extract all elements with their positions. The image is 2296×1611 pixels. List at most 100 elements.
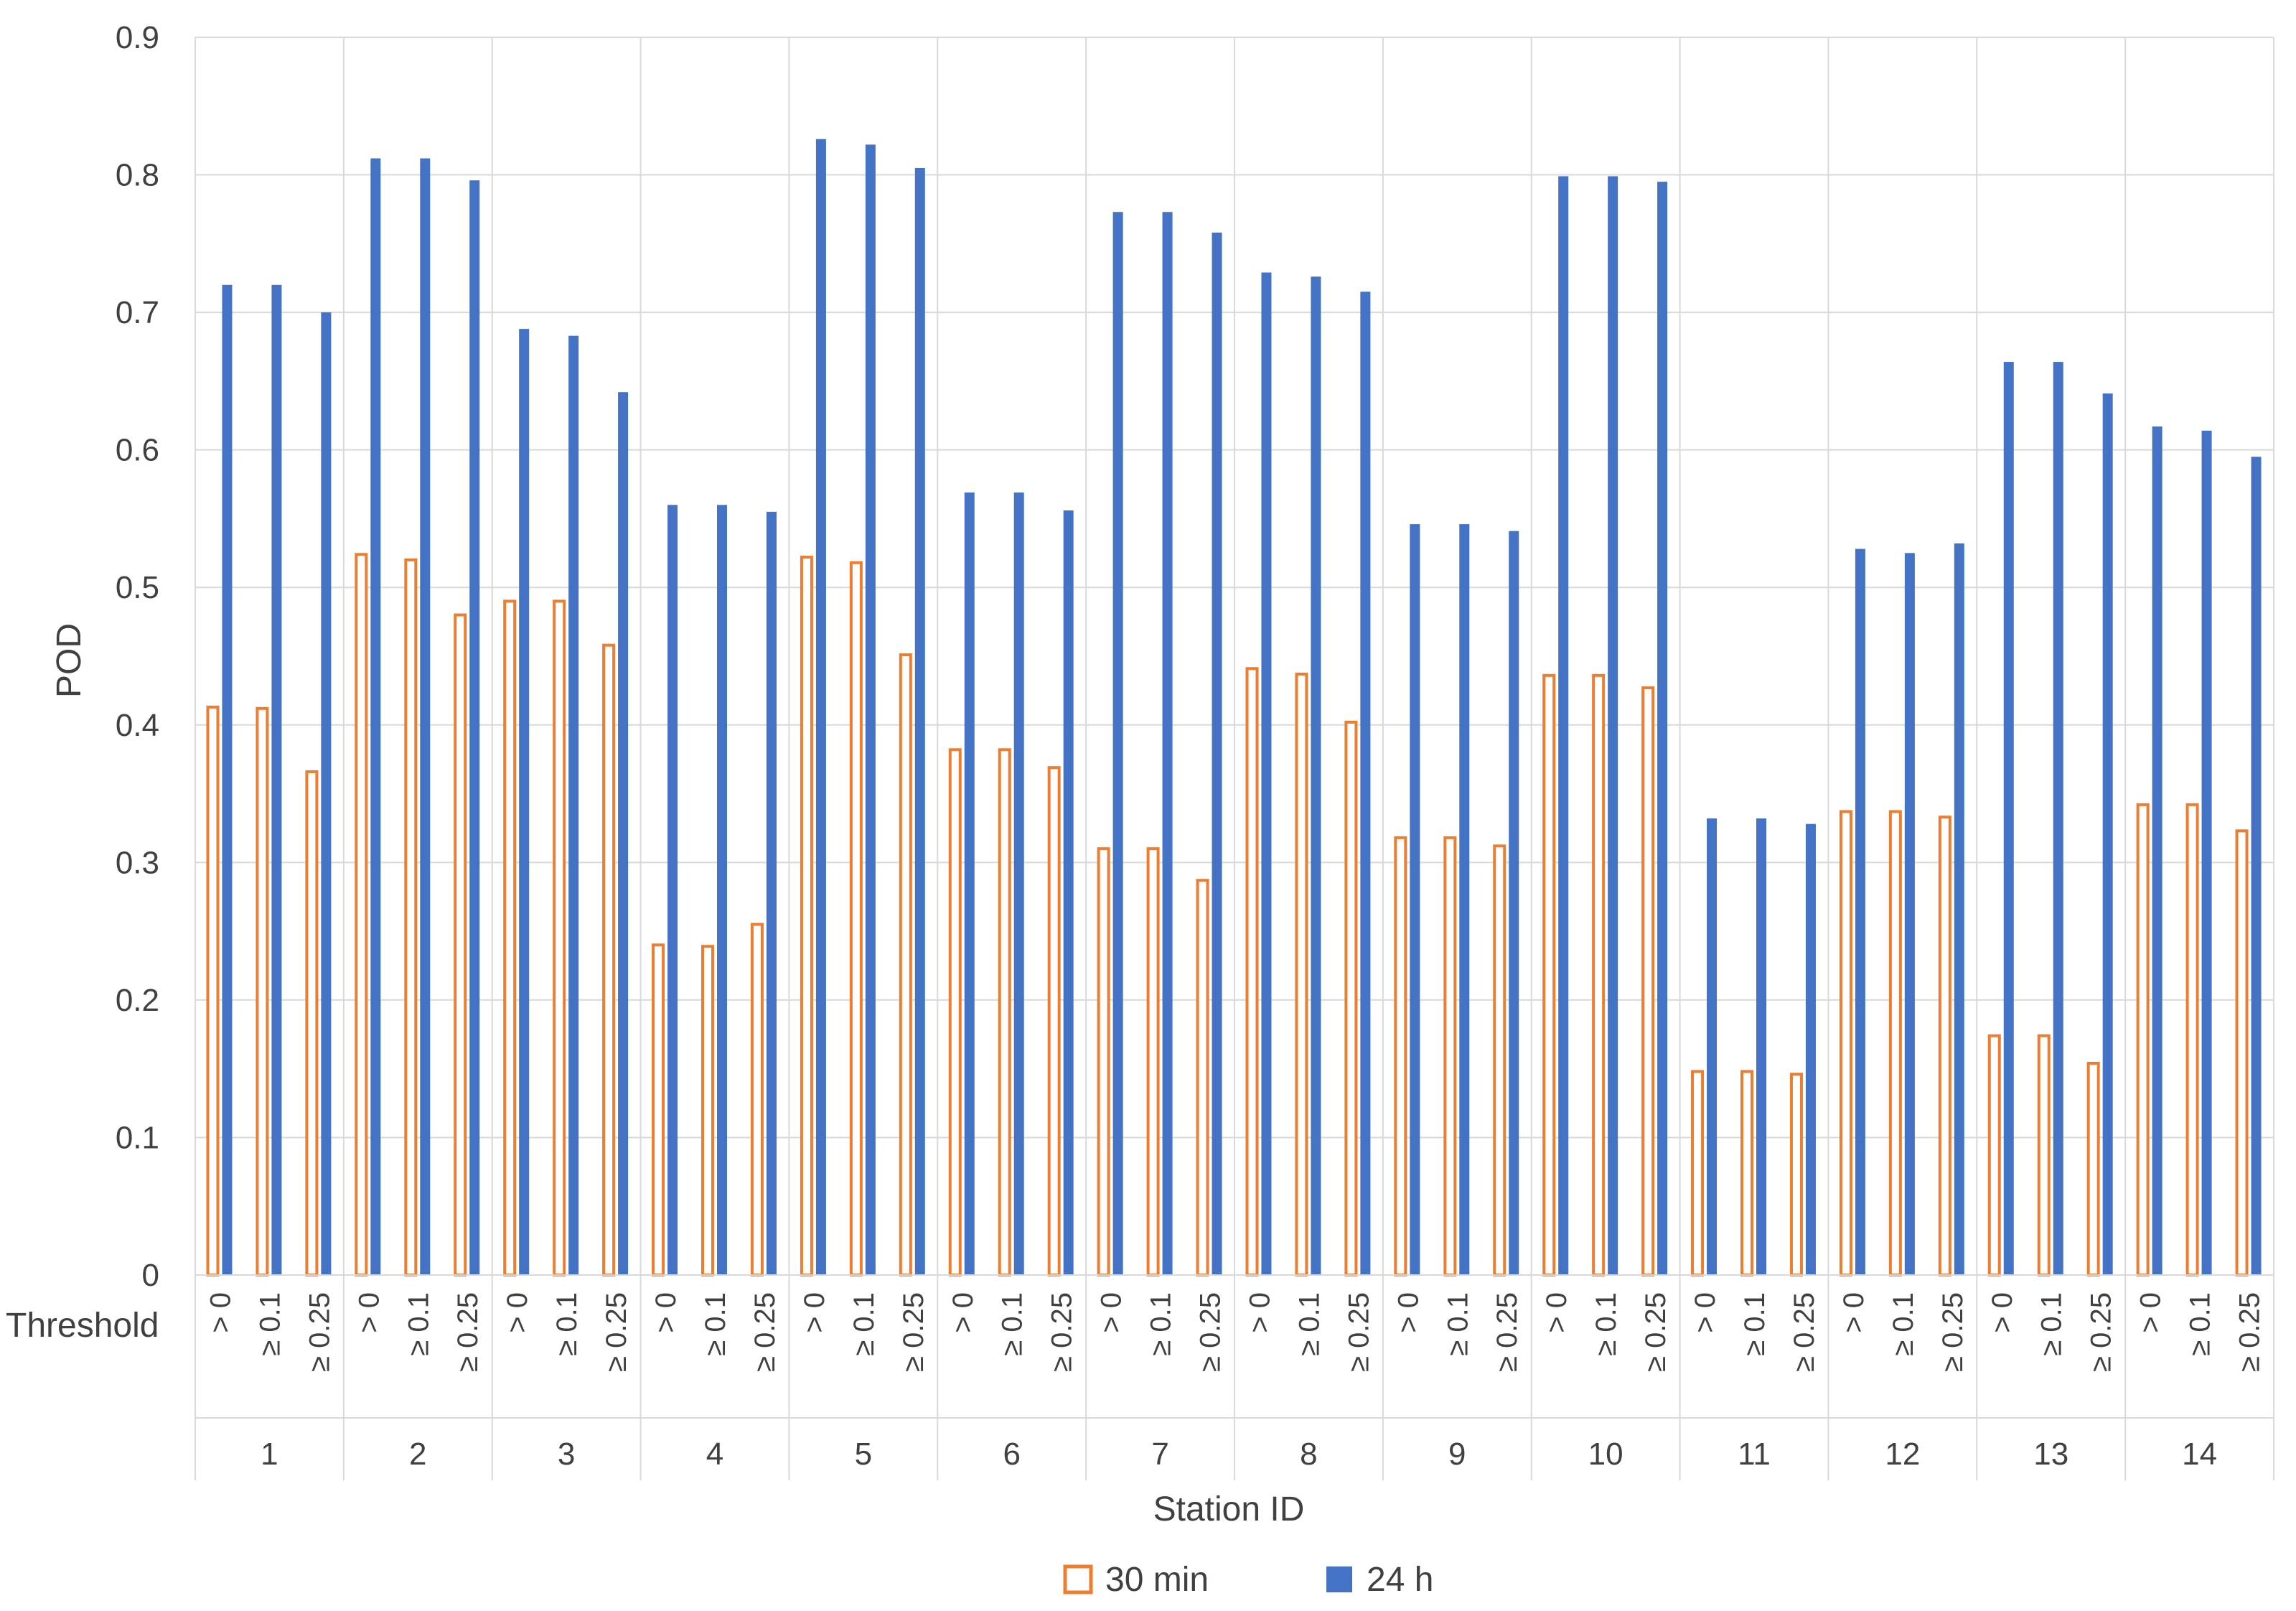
x-axis-title: Station ID bbox=[1153, 1490, 1305, 1528]
bar-24-h bbox=[1013, 492, 1024, 1276]
y-tick-label: 0 bbox=[142, 1258, 159, 1293]
bar-30-min bbox=[750, 923, 764, 1276]
threshold-label: > 0 bbox=[1690, 1292, 1721, 1333]
threshold-label: ≥ 0.25 bbox=[1343, 1292, 1374, 1372]
bar-24-h bbox=[1707, 818, 1718, 1275]
bar-30-min bbox=[1443, 836, 1457, 1277]
y-tick-label: 0.1 bbox=[116, 1120, 159, 1155]
bar-24-h bbox=[914, 167, 925, 1275]
threshold-label: > 0 bbox=[1244, 1292, 1275, 1333]
bar-24-h bbox=[1212, 233, 1222, 1275]
tick-labels: 0 0.1 0.2 0.3 0.4 0.5 0.6 0.7 0.8 0.9 > 0 ≥ 0.1 ≥ 0.… bbox=[116, 20, 2266, 1472]
station-label: 8 bbox=[1300, 1437, 1317, 1472]
y-tick-label: 0.6 bbox=[116, 433, 159, 468]
bar-24-h bbox=[2102, 393, 2113, 1275]
bar-24-h bbox=[519, 329, 530, 1275]
station-label: 9 bbox=[1448, 1437, 1466, 1472]
bar-24-h bbox=[1261, 272, 1272, 1275]
bar-24-h bbox=[1360, 291, 1371, 1275]
bar-30-min bbox=[1789, 1073, 1803, 1276]
bar-24-h bbox=[420, 158, 431, 1276]
threshold-label: > 0 bbox=[205, 1292, 236, 1333]
threshold-label: ≥ 0.1 bbox=[1739, 1292, 1771, 1356]
bar-30-min bbox=[1245, 667, 1259, 1276]
bar-30-min bbox=[355, 553, 368, 1276]
bar-24-h bbox=[1805, 823, 1816, 1275]
bar-30-min bbox=[1691, 1070, 1705, 1277]
bar-24-h bbox=[1657, 182, 1668, 1276]
threshold-label: ≥ 0.25 bbox=[1046, 1292, 1078, 1372]
row-header-threshold: Threshold bbox=[6, 1307, 159, 1345]
bar-24-h bbox=[2251, 457, 2262, 1276]
threshold-label: ≥ 0.25 bbox=[1195, 1292, 1227, 1372]
bar-30-min bbox=[553, 599, 566, 1276]
legend: 30 min 24 h bbox=[1063, 1561, 1433, 1599]
threshold-label: ≥ 0.25 bbox=[1789, 1292, 1820, 1372]
threshold-label: ≥ 0.1 bbox=[1145, 1292, 1177, 1356]
threshold-label: > 0 bbox=[1838, 1292, 1870, 1333]
bar-24-h bbox=[1311, 276, 1321, 1276]
station-label: 4 bbox=[706, 1437, 723, 1472]
bar-30-min bbox=[256, 706, 269, 1276]
bar-30-min bbox=[701, 945, 714, 1277]
bar-30-min bbox=[1146, 847, 1160, 1276]
station-label: 6 bbox=[1003, 1437, 1020, 1472]
threshold-label: ≥ 0.1 bbox=[1442, 1292, 1473, 1356]
station-label: 3 bbox=[558, 1437, 575, 1472]
bar-30-min bbox=[454, 613, 467, 1276]
threshold-label: ≥ 0.1 bbox=[848, 1292, 880, 1356]
bar-24-h bbox=[2152, 426, 2163, 1275]
bar-24-h bbox=[321, 312, 332, 1276]
bars bbox=[206, 139, 2262, 1277]
threshold-label: ≥ 0.1 bbox=[1590, 1292, 1622, 1356]
bar-24-h bbox=[1063, 510, 1074, 1275]
bar-24-h bbox=[1855, 548, 1865, 1275]
bar-24-h bbox=[1509, 531, 1519, 1275]
threshold-label: ≥ 0.1 bbox=[254, 1292, 286, 1356]
bar-24-h bbox=[1459, 524, 1470, 1275]
threshold-label: ≥ 0.25 bbox=[601, 1292, 632, 1372]
threshold-label: ≥ 0.1 bbox=[700, 1292, 731, 1356]
bar-30-min bbox=[2037, 1034, 2051, 1277]
bar-30-min bbox=[2086, 1062, 2100, 1276]
y-tick-label: 0.5 bbox=[116, 570, 159, 605]
bar-30-min bbox=[1839, 810, 1852, 1276]
station-label: 5 bbox=[855, 1437, 872, 1472]
bar-30-min bbox=[1196, 879, 1209, 1277]
bar-30-min bbox=[2185, 803, 2199, 1276]
bar-24-h bbox=[222, 284, 233, 1275]
legend-swatch-30-min bbox=[1063, 1564, 1093, 1594]
legend-label-24-h: 24 h bbox=[1367, 1561, 1433, 1599]
bar-24-h bbox=[717, 505, 727, 1276]
threshold-label: ≥ 0.1 bbox=[551, 1292, 583, 1356]
bar-24-h bbox=[2201, 430, 2212, 1275]
bar-30-min bbox=[2136, 803, 2150, 1276]
bar-30-min bbox=[1987, 1034, 2001, 1277]
y-tick-label: 0.2 bbox=[116, 983, 159, 1018]
threshold-label: ≥ 0.25 bbox=[749, 1292, 781, 1372]
y-tick-label: 0.3 bbox=[116, 845, 159, 880]
threshold-label: ≥ 0.1 bbox=[2185, 1292, 2216, 1356]
bar-24-h bbox=[766, 511, 777, 1275]
threshold-label: > 0 bbox=[947, 1292, 979, 1333]
y-tick-label: 0.8 bbox=[116, 158, 159, 193]
bar-30-min bbox=[1493, 844, 1507, 1276]
threshold-label: > 0 bbox=[502, 1292, 533, 1333]
bar-24-h bbox=[815, 139, 826, 1276]
bar-24-h bbox=[1756, 818, 1766, 1275]
y-tick-label: 0.4 bbox=[116, 708, 159, 743]
legend-label-30-min: 30 min bbox=[1105, 1561, 1209, 1599]
bar-30-min bbox=[998, 748, 1011, 1277]
bar-24-h bbox=[964, 492, 975, 1276]
bar-30-min bbox=[1740, 1070, 1753, 1277]
threshold-label: ≥ 0.25 bbox=[2234, 1292, 2266, 1372]
bar-30-min bbox=[1097, 847, 1110, 1276]
bar-24-h bbox=[469, 180, 480, 1275]
threshold-label: > 0 bbox=[1392, 1292, 1424, 1333]
bar-24-h bbox=[667, 505, 678, 1276]
threshold-label: ≥ 0.1 bbox=[1293, 1292, 1325, 1356]
threshold-label: > 0 bbox=[2135, 1292, 2167, 1333]
bar-24-h bbox=[1162, 212, 1173, 1276]
bar-24-h bbox=[865, 144, 876, 1275]
